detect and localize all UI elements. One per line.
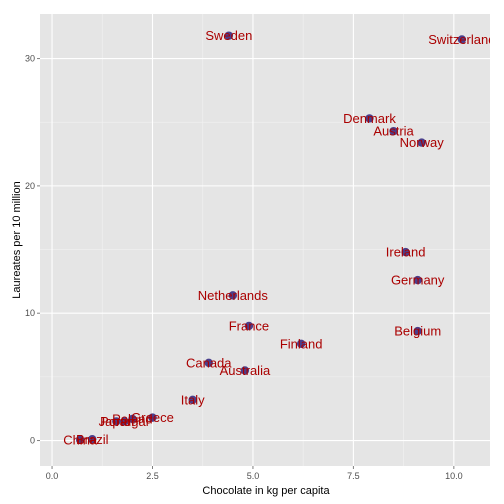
data-point <box>413 326 422 336</box>
data-point <box>204 358 213 368</box>
data-point <box>296 339 306 348</box>
x-tick-label: 2.5 <box>146 471 159 481</box>
data-point <box>224 31 234 40</box>
point-label: Sweden <box>205 28 252 43</box>
point-label: Finland <box>280 336 323 351</box>
point-label: Netherlands <box>198 288 269 303</box>
data-point <box>401 247 410 257</box>
x-tick-label: 10.0 <box>445 471 463 481</box>
point-label: Austria <box>373 124 414 139</box>
data-point <box>244 321 254 331</box>
y-tick-label: 0 <box>30 436 35 446</box>
grid-layer <box>40 14 490 466</box>
tick-layer: 0.0 2.5 5.0 7.5 10.0 0 10 20 30 <box>25 54 463 481</box>
point-label: Greece <box>131 410 174 425</box>
data-point <box>457 35 467 44</box>
data-point <box>188 395 197 404</box>
x-tick-label: 7.5 <box>347 471 360 481</box>
point-label: Norway <box>400 135 445 150</box>
y-tick-label: 20 <box>25 181 35 191</box>
data-point <box>240 366 250 375</box>
point-label: Canada <box>186 355 232 370</box>
data-point <box>228 291 238 300</box>
data-point <box>413 275 422 285</box>
x-tick-label: 5.0 <box>247 471 260 481</box>
point-label: Italy <box>181 392 205 407</box>
point-label: China <box>63 432 98 447</box>
y-axis-title: Laureates per 10 million <box>11 181 23 298</box>
point-label: Denmark <box>343 111 396 126</box>
data-point <box>120 417 129 426</box>
point-layer <box>75 31 467 445</box>
data-point <box>417 138 426 147</box>
y-tick-label: 10 <box>25 308 35 318</box>
point-label: Brazil <box>76 432 109 447</box>
data-point <box>389 126 398 136</box>
point-label: Switzerland <box>428 32 495 47</box>
point-label: Portugal <box>100 414 149 429</box>
x-tick-label: 0.0 <box>46 471 59 481</box>
data-point <box>88 435 97 444</box>
data-point <box>75 435 85 445</box>
point-label: Poland <box>112 411 152 426</box>
y-tick-label: 30 <box>25 54 35 64</box>
point-label: France <box>229 318 269 333</box>
data-point <box>128 414 137 424</box>
point-label: Belgium <box>394 324 441 339</box>
data-point <box>148 413 157 422</box>
point-label: Australia <box>220 363 271 378</box>
plot-panel <box>40 14 490 466</box>
data-point <box>112 417 121 426</box>
point-label: Ireland <box>386 245 426 260</box>
x-axis-title: Chocolate in kg per capita <box>202 485 330 497</box>
data-point <box>365 114 374 123</box>
point-label: Japan <box>99 414 134 429</box>
point-label: Germany <box>391 273 445 288</box>
